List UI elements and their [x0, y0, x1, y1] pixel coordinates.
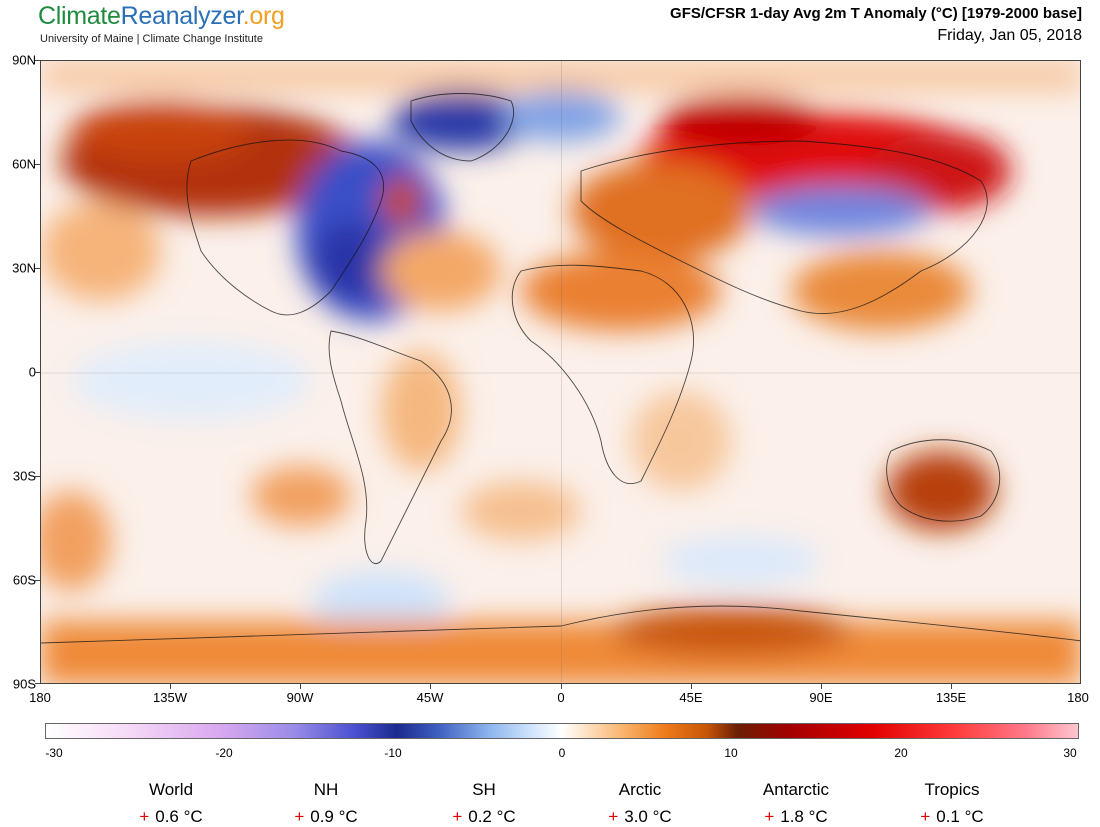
lon-label-45w: 45W	[416, 690, 444, 705]
stat-value: 3.0 °C	[624, 807, 672, 826]
colorbar-label: 20	[894, 746, 908, 760]
lat-tick	[35, 683, 40, 684]
lon-tick	[300, 684, 301, 689]
stat-value: 0.1 °C	[936, 807, 984, 826]
lon-tick	[430, 684, 431, 689]
lon-label-180e: 180	[1067, 690, 1089, 705]
lon-tick	[951, 684, 952, 689]
stat-antarctic: Antarctic +1.8 °C	[726, 780, 866, 827]
stat-sign: +	[608, 807, 619, 826]
stat-world: World +0.6 °C	[101, 780, 241, 827]
stat-tropics: Tropics +0.1 °C	[882, 780, 1022, 827]
logo-part1: Climate	[38, 2, 121, 30]
anomaly-map	[40, 60, 1081, 684]
lat-label-60s: 60S	[12, 572, 36, 588]
colorbar-label: -20	[215, 746, 233, 760]
map-title: GFS/CFSR 1-day Avg 2m T Anomaly (°C) [19…	[670, 5, 1082, 22]
anomaly-colorbar	[45, 723, 1079, 739]
lon-label-90w: 90W	[286, 690, 314, 705]
stat-sign: +	[139, 807, 150, 826]
lon-label-135e: 135E	[935, 690, 967, 705]
stat-sh: SH +0.2 °C	[414, 780, 554, 827]
stat-sign: +	[764, 807, 775, 826]
stat-name: World	[148, 780, 194, 799]
stat-value: 0.6 °C	[155, 807, 203, 826]
stat-sign: +	[294, 807, 305, 826]
logo-part2: Reanalyzer	[120, 2, 243, 30]
lat-label-30n: 30N	[12, 260, 36, 276]
lon-label-90e: 90E	[809, 690, 833, 705]
lat-tick	[35, 372, 40, 373]
lon-label-45e: 45E	[679, 690, 703, 705]
colorbar-label: 0	[558, 746, 566, 760]
lon-tick	[821, 684, 822, 689]
lat-label-90s: 90S	[12, 676, 36, 692]
site-subtitle: University of Maine | Climate Change Ins…	[40, 33, 263, 45]
colorbar-label: -30	[45, 746, 63, 760]
stat-value: 1.8 °C	[780, 807, 828, 826]
lon-tick	[691, 684, 692, 689]
lon-tick	[170, 684, 171, 689]
stat-name: Arctic	[618, 780, 662, 799]
stat-nh: NH +0.9 °C	[256, 780, 396, 827]
lon-label-180w: 180	[29, 690, 51, 705]
stat-name: Tropics	[924, 780, 980, 799]
lat-tick	[35, 268, 40, 269]
lat-label-0: 0	[28, 364, 36, 380]
stat-arctic: Arctic +3.0 °C	[570, 780, 710, 827]
lat-label-30s: 30S	[12, 468, 36, 484]
stat-value: 0.9 °C	[310, 807, 358, 826]
colorbar-label: 30	[1063, 746, 1077, 760]
lat-tick	[35, 580, 40, 581]
lat-label-90n: 90N	[12, 52, 36, 68]
lon-label-0: 0	[557, 690, 565, 705]
stat-name: NH	[313, 780, 339, 799]
lat-tick	[35, 476, 40, 477]
lat-label-60n: 60N	[12, 156, 36, 172]
stat-name: Antarctic	[762, 780, 830, 799]
map-date: Friday, Jan 05, 2018	[937, 27, 1082, 44]
colorbar-label: -10	[384, 746, 402, 760]
stat-sign: +	[920, 807, 931, 826]
lon-tick	[561, 684, 562, 689]
lat-tick	[35, 60, 40, 61]
logo-part3: .org	[242, 2, 285, 30]
site-logo[interactable]: ClimateReanalyzer.org	[38, 2, 285, 31]
stat-value: 0.2 °C	[468, 807, 516, 826]
colorbar-label: 10	[724, 746, 738, 760]
lon-label-135w: 135W	[153, 690, 187, 705]
lat-tick	[35, 164, 40, 165]
stat-sign: +	[452, 807, 463, 826]
stat-name: SH	[472, 780, 496, 799]
